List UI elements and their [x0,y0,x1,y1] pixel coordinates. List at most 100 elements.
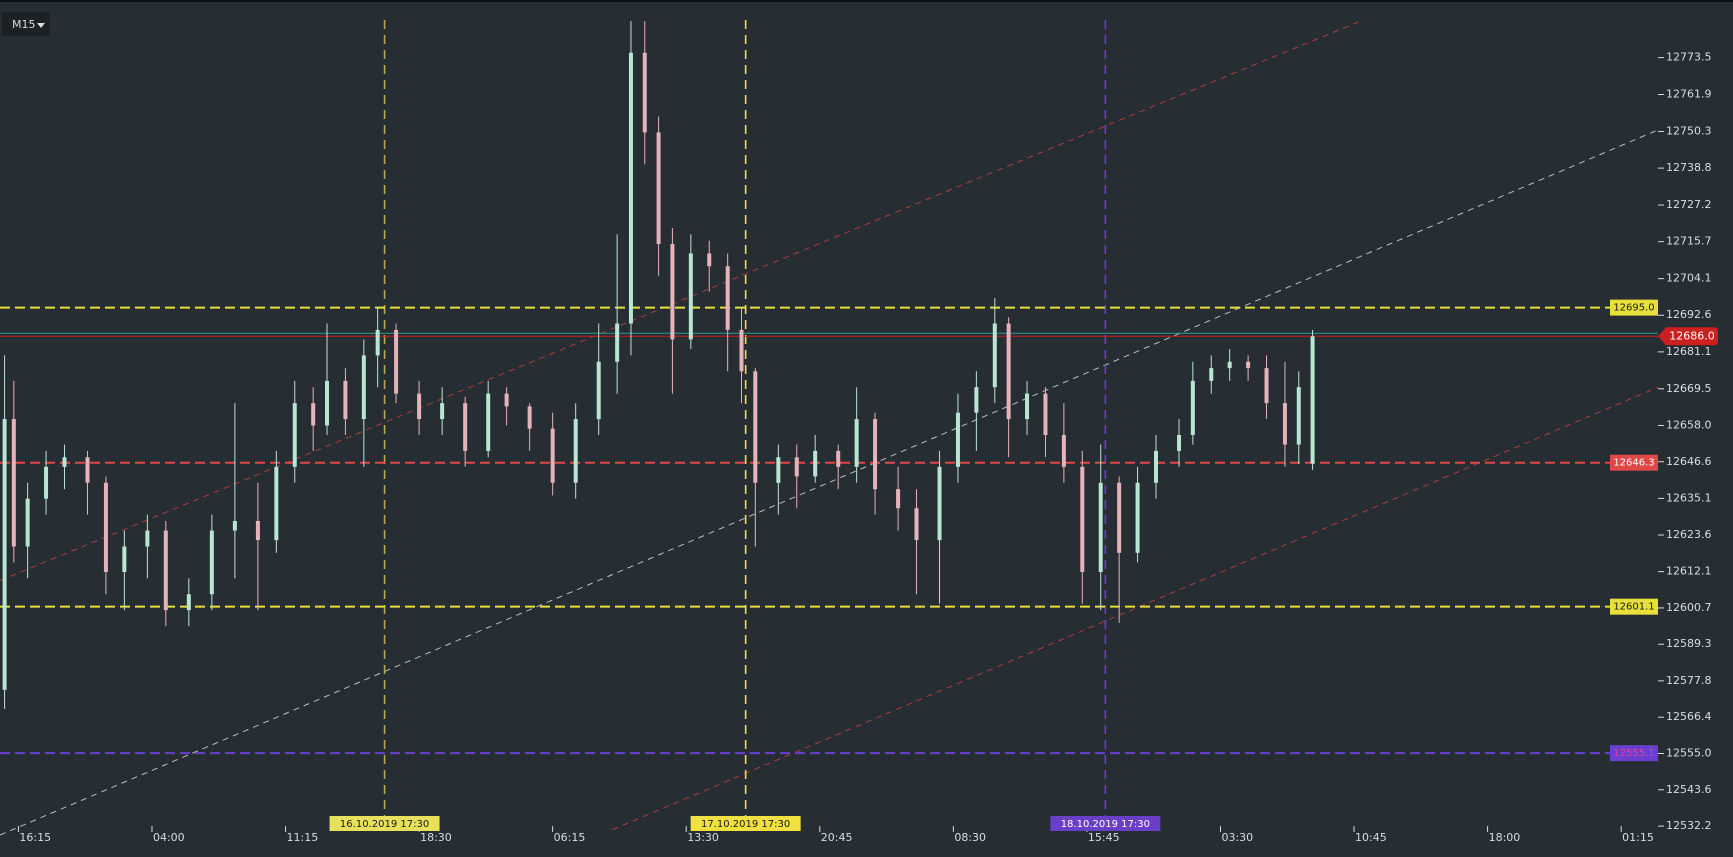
candle-body [486,393,491,451]
candle-body [1246,361,1251,369]
horizontal-line-label: 12695.0 [1613,303,1654,314]
candle-body [232,520,237,531]
y-tick-label: 12692.6 [1666,308,1712,321]
y-tick-label: 12669.5 [1666,382,1712,395]
candle-body [1117,482,1122,553]
candle-body [1153,450,1158,483]
vertical-line-label: 18.10.2019 17:30 [1061,819,1150,830]
candle-body [527,406,532,429]
timeframe-button-bg[interactable] [2,12,50,36]
horizontal-line-label-bg [1610,299,1658,316]
dropdown-arrow[interactable] [37,23,45,28]
candle-body [794,457,799,477]
y-tick-label: 12727.2 [1666,198,1712,211]
candle-body [753,371,758,483]
candle-body [324,380,329,426]
candle-body [463,403,468,451]
candle-body [615,323,620,362]
y-tick-label: 12577.8 [1666,674,1712,687]
horizontal-line-label-bg [1610,745,1658,762]
candle-body [85,457,90,483]
vertical-line-label-bg [690,816,801,831]
candle-body [375,329,380,356]
candle-body [62,457,67,467]
candle-body [573,419,578,483]
candle-body [417,393,422,420]
timeframe-button[interactable]: M15 [2,12,50,36]
candle-body [44,466,49,499]
last-price-label-bg [1658,327,1718,346]
candle-body [596,361,601,420]
candle-body [343,380,348,420]
horizontal-line-label-bg [1610,454,1658,471]
candle-body [122,546,127,572]
candle-body [255,520,260,541]
x-tick-label: 20:45 [821,831,853,844]
candle-body [145,530,150,547]
x-tick-label: 06:15 [554,831,586,844]
y-tick-label: 12658.0 [1666,418,1712,431]
candle-body [274,466,279,541]
vertical-line-label-bg [329,816,440,831]
y-tick-label: 12704.1 [1666,272,1712,285]
trend-line [612,386,1659,831]
x-tick-label: 18:00 [1489,831,1521,844]
y-tick-label: 12600.7 [1666,601,1712,614]
candle-body [739,329,744,372]
candle-body [776,457,781,483]
candle-body [1135,482,1140,553]
y-tick-label: 12681.1 [1666,345,1712,358]
candle-body [836,450,841,467]
x-tick-label: 04:00 [153,831,185,844]
candle-body [1190,380,1195,435]
y-tick-label: 12623.6 [1666,528,1712,541]
x-tick-label: 08:30 [954,831,986,844]
candle-body [394,329,399,394]
candle-body [725,266,730,330]
candle-body [1282,403,1287,445]
candle-body [292,403,297,467]
y-tick-label: 12532.2 [1666,819,1712,832]
y-tick-label: 12761.9 [1666,88,1712,101]
candle-body [642,52,647,133]
candles [2,20,1315,709]
horizontal-line-label: 12601.1 [1613,602,1654,613]
candle-body [1025,393,1030,420]
y-tick-label: 12589.3 [1666,637,1712,650]
candle-body [1296,387,1301,445]
timeframe-label[interactable]: M15 [12,18,36,31]
y-tick-label: 12646.6 [1666,455,1712,468]
horizontal-line-label: 12555.1 [1613,748,1654,759]
candle-body [955,412,960,467]
vertical-line-label-bg [1050,816,1161,831]
candle-body [670,243,675,340]
candle-body [1061,434,1066,467]
candle-body [873,419,878,490]
candle-body [1310,336,1315,464]
y-tick-label: 12750.3 [1666,124,1712,137]
candle-body [707,253,712,267]
candle-body [209,530,214,595]
candle-body [813,450,818,477]
vertical-line-label: 16.10.2019 17:30 [340,819,429,830]
candle-body [504,393,509,407]
y-tick-label: 12635.1 [1666,491,1712,504]
candle-body [1080,466,1085,572]
candle-body [937,466,942,541]
candle-body [1098,482,1103,572]
vertical-line-label: 17.10.2019 17:30 [701,819,790,830]
x-tick-label: 01:15 [1622,831,1654,844]
candle-body [914,508,919,541]
x-tick-label: 11:15 [287,831,319,844]
y-tick-label: 12773.5 [1666,51,1712,64]
candle-body [1209,368,1214,381]
labels: 16.10.2019 17:30 17.10.2019 17:30 18.10.20… [329,299,1718,831]
candle-body [550,428,555,483]
candle-body [1006,323,1011,420]
x-tick-label: 15:45 [1088,831,1120,844]
candle-body [163,530,168,611]
y-tick-label: 12715.7 [1666,235,1712,248]
candle-body [11,419,16,547]
